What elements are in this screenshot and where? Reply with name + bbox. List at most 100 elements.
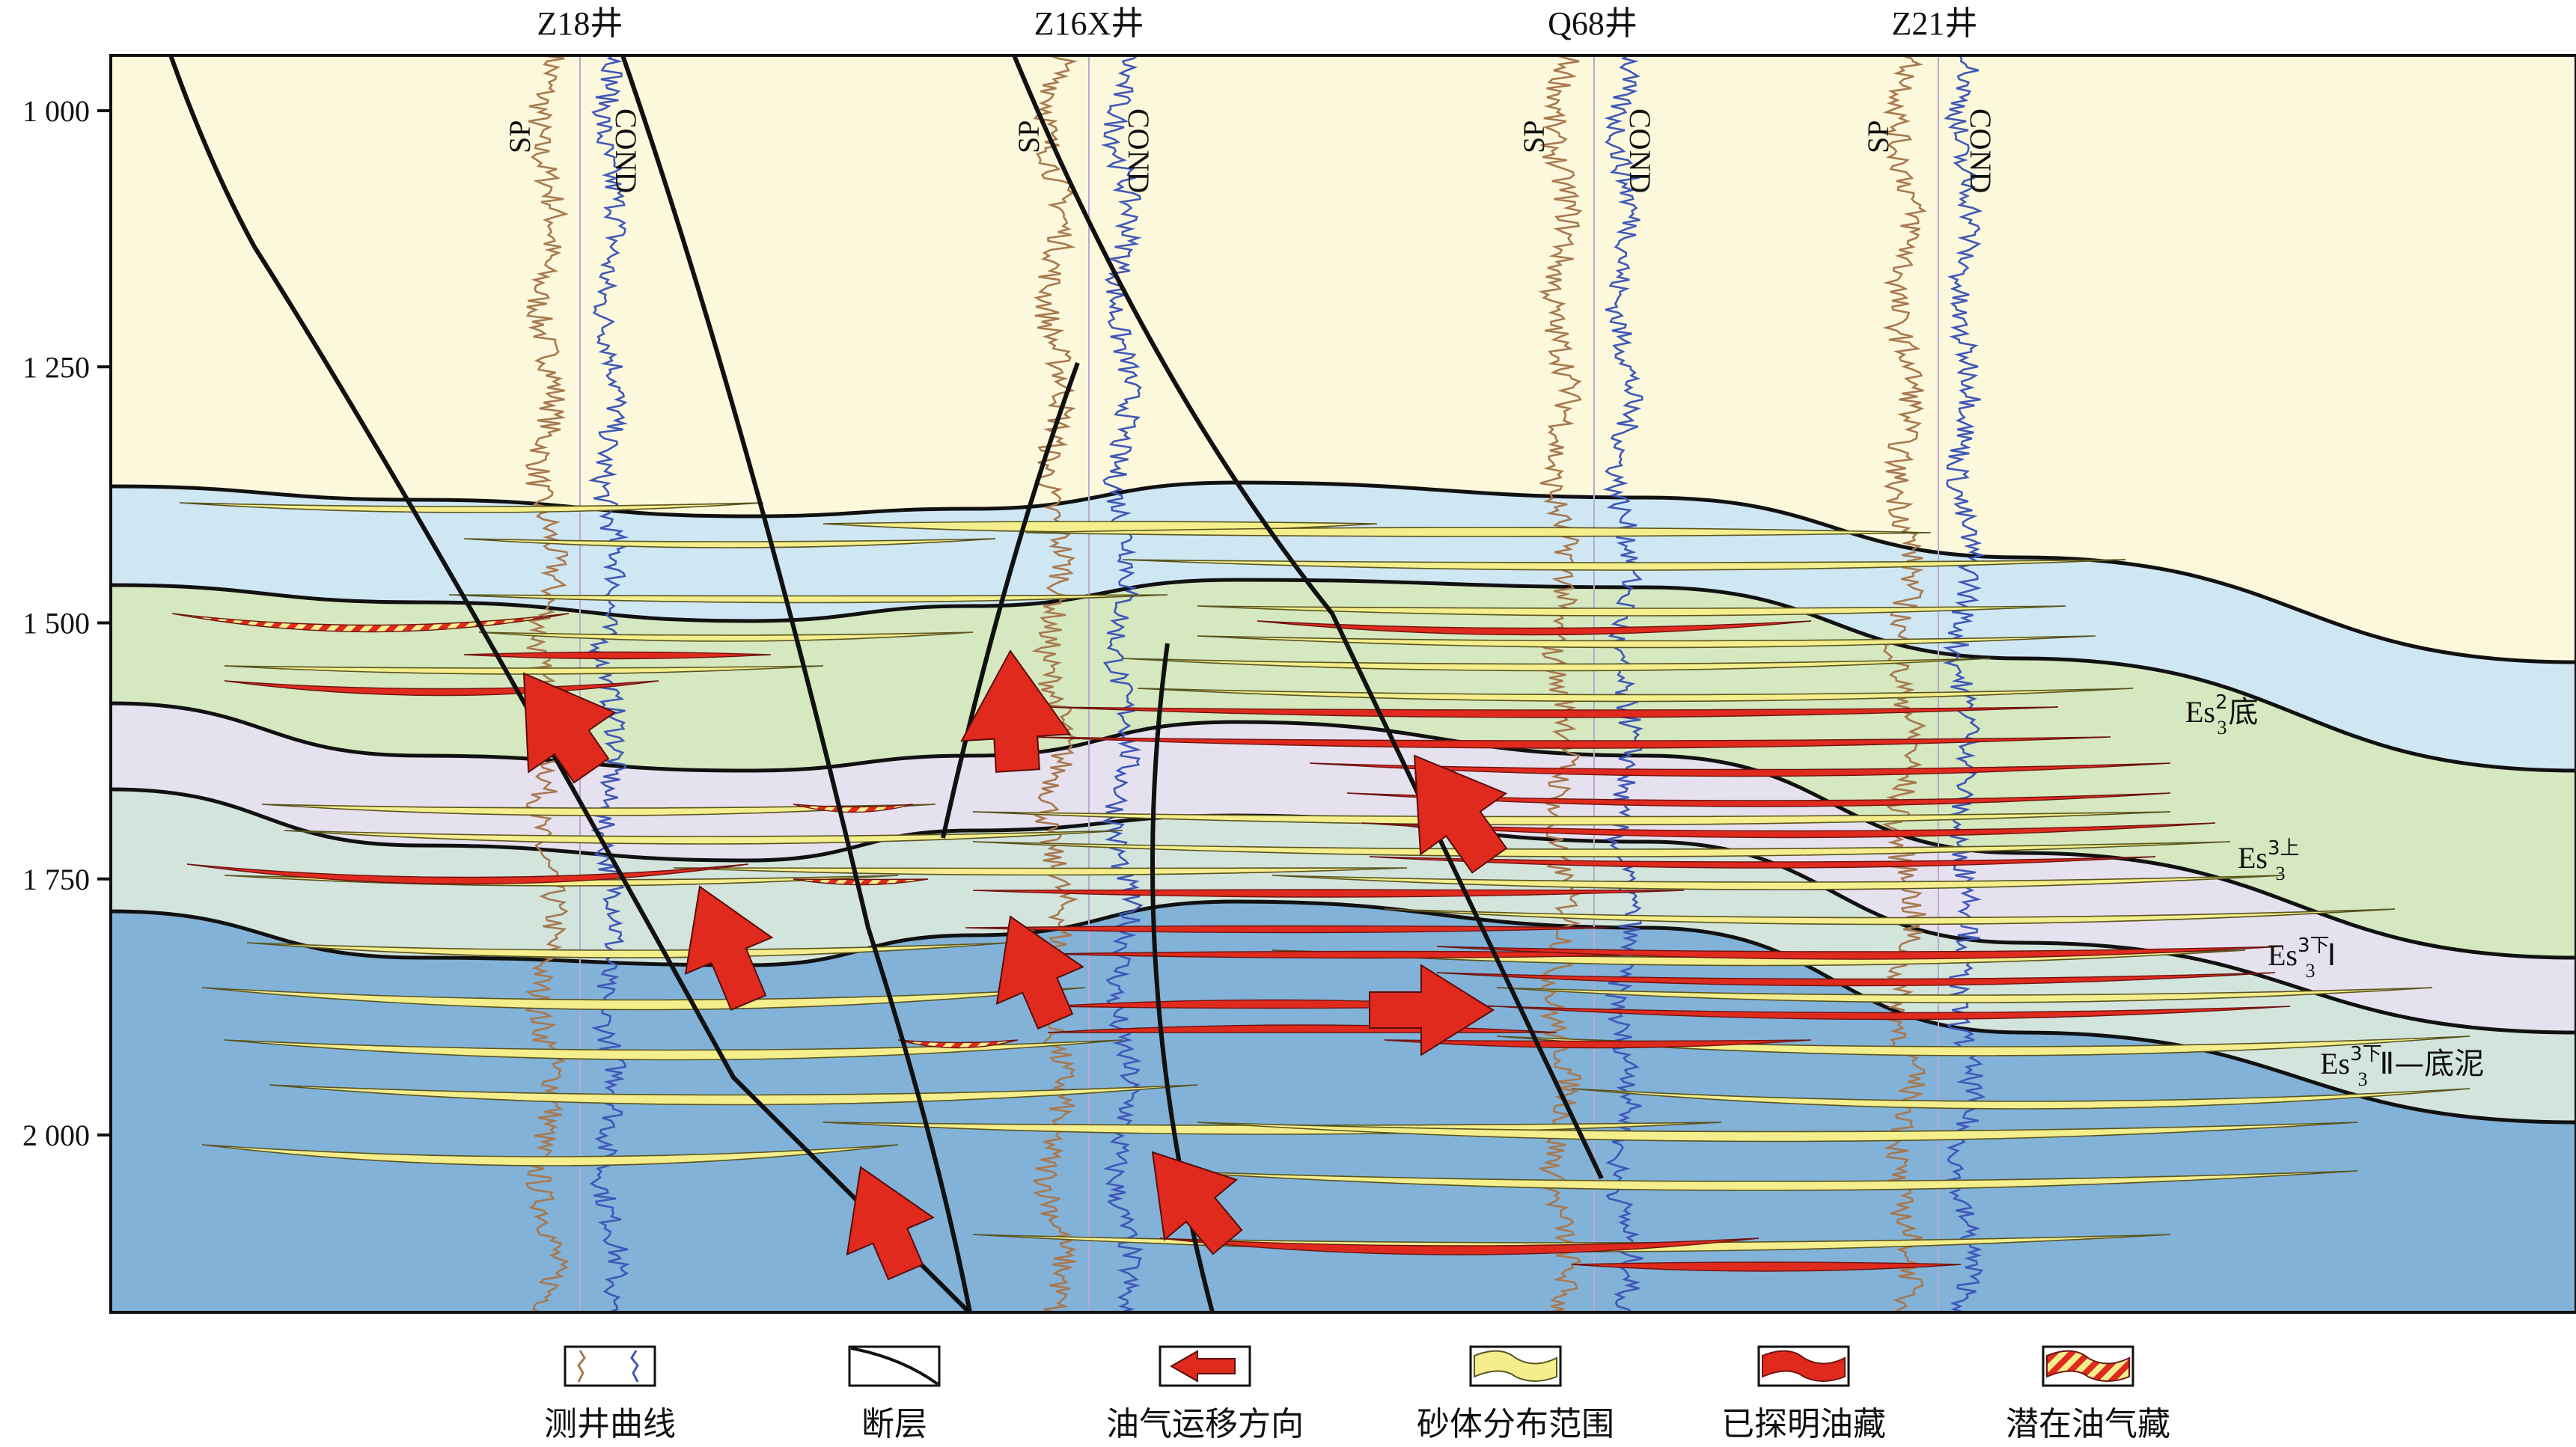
depth-tick-label: 1 500 [22,607,90,640]
sand-body [179,502,764,513]
fault-line [620,55,972,1312]
sand-body [1272,875,2283,890]
proven-reservoir [1257,620,1812,636]
cond-curve-label: COND [1964,108,1997,193]
proven-reservoir [186,863,749,885]
layer-label: Es2 3底 [2185,691,2259,738]
potential-reservoir [897,1039,1019,1049]
sp-curve-label: SP [1012,120,1046,154]
cond-curve-label: COND [609,108,643,193]
proven-reservoir [1361,822,2216,839]
depth-tick-label: 1 250 [22,350,90,384]
migration-arrow-icon [1159,1345,1251,1387]
migration-arrows [522,649,1508,1281]
migration-arrow [1151,1151,1243,1255]
depth-tick-label: 1 000 [22,94,90,128]
sp-curve-label: SP [503,120,537,154]
legend-label: 已探明油藏 [1721,1405,1886,1443]
proven-reservoir [1346,792,2171,807]
sand-bodies [179,502,2470,1252]
proven-reservoir [1436,972,2276,987]
sand-body [1159,1170,2358,1191]
migration-arrow [846,1166,935,1281]
legend-label: 潜在油气藏 [2006,1405,2170,1443]
fault-line [168,55,971,1312]
layer-label: Es3下 3 Ⅱ—底泥 [2320,1043,2484,1090]
fault-line [1012,55,1604,1180]
proven-reservoir [1369,856,2156,869]
migration-arrow [522,672,617,784]
proven-reservoir [1496,1006,2291,1021]
sand-body [1122,658,1991,672]
migration-arrow [684,885,774,1011]
horizon-line [111,701,2576,960]
proven-reservoir [1436,946,2283,960]
horizon-line [111,480,2576,664]
proven-reservoir [1047,706,2059,718]
migration-arrow [1413,754,1508,874]
sand-body [478,631,974,642]
proven-reservoir [1159,1238,1759,1255]
sand-body [972,841,2231,857]
depth-tick-label: 2 000 [22,1119,90,1152]
sand-body [1137,688,2134,703]
proven-reservoir [1571,1261,1962,1272]
section-frame [109,54,2576,1314]
proven-reservoir [463,651,772,660]
cond-curve [1100,55,1144,1312]
sand-body [1197,605,2066,617]
migration-arrow [960,649,1072,773]
sand-body [201,987,1086,1011]
potential-reservoir [171,613,570,633]
cond-curve [1602,55,1645,1312]
sp-curve-label: SP [1861,120,1895,154]
legend-label: 油气运移方向 [1106,1405,1304,1443]
sand-body [1571,1088,2470,1110]
proven-reservoir-icon [1757,1345,1850,1387]
depth-axis: 1 000 1 250 1 500 1 750 2 000 [22,94,111,1152]
sand-body [201,1144,899,1166]
proven-reservoir [1032,736,2111,749]
sand-body [1122,559,2126,571]
well-name: Z18井 [537,5,623,42]
sand-body [1384,908,2396,926]
log-curve-icon [564,1345,656,1387]
legend-label: 测井曲线 [544,1405,676,1443]
faults [168,55,1604,1312]
fault-icon [848,1345,941,1387]
sand-body [1197,1122,2358,1142]
layer-labels: Es2 3底 Es3上 3 Es3下 3 Ⅰ Es3下 3 Ⅱ—底泥 [2185,691,2484,1090]
sand-body [284,830,1123,845]
sand-body [269,1084,1198,1106]
sand-body [224,665,824,675]
sand-body [448,594,1168,604]
sand-body [1025,527,1932,537]
horizon-line [111,578,2576,773]
depth-tick-label: 1 750 [22,863,90,896]
well-name: Z21井 [1892,5,1978,42]
migration-arrow [995,915,1084,1030]
cond-curve-label: COND [1122,108,1156,193]
sp-curve [1031,55,1079,1312]
sp-curve [1537,55,1584,1312]
legend-label: 断层 [861,1405,927,1443]
proven-reservoir [1309,762,2171,777]
migration-arrow [1369,964,1495,1056]
sand-body [463,538,996,548]
potential-reservoirs [171,613,1019,1049]
sand-body [261,804,936,816]
well-headers: Z18井 SP COND Z16X井 SP COND Q68井 SP COND Z21井 SP CON… [503,5,1997,193]
fault-line [941,361,1080,839]
layer-label: Es3下 3 Ⅰ [2268,934,2336,982]
legend: 测井曲线 断层 油气运移方向 砂体分布范围 已探明油藏 潜在油气藏 [544,1345,2170,1443]
sand-body [1496,987,2433,1003]
potential-reservoir-icon [2042,1345,2134,1387]
horizon-line [111,899,2576,1125]
section-body [111,55,2576,1312]
cond-curve-label: COND [1623,108,1657,193]
potential-reservoir [793,878,929,886]
sp-curve-label: SP [1517,120,1551,154]
legend-label: 砂体分布范围 [1417,1405,1614,1443]
well-name: Z16X井 [1034,5,1144,42]
